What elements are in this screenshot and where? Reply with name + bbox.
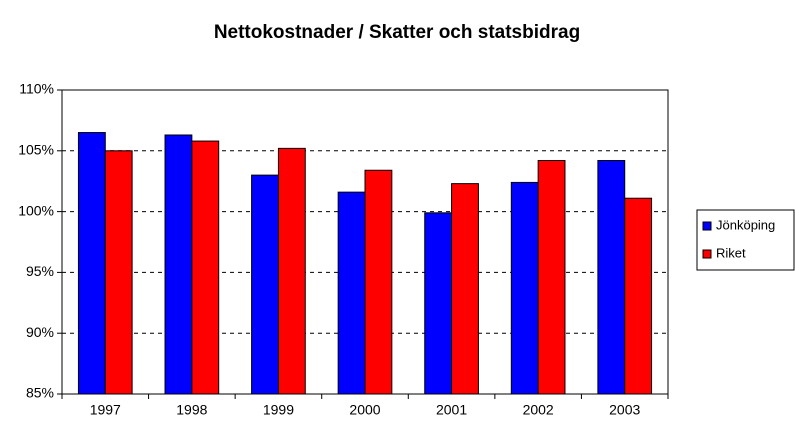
x-tick-label: 1999 (263, 402, 294, 418)
y-tick-label: 110% (19, 81, 54, 97)
legend-label: Jönköping (716, 217, 775, 232)
x-tick-label: 1997 (90, 402, 121, 418)
x-tick-label: 2003 (609, 402, 640, 418)
bar (510, 181, 539, 395)
x-tick-label: 2002 (523, 402, 554, 418)
legend-swatch (702, 249, 712, 259)
plot-border (61, 89, 669, 395)
bar (164, 134, 193, 395)
y-tick-label: 95% (26, 263, 54, 279)
bar (77, 132, 106, 395)
bar (277, 147, 306, 395)
legend-box (696, 209, 795, 271)
bar (451, 183, 479, 395)
chart-title: Nettokostnader / Skatter och statsbidrag (214, 22, 580, 43)
bar (597, 160, 626, 395)
bar (337, 191, 366, 395)
bar (191, 140, 220, 395)
legend-swatch (702, 221, 712, 231)
y-tick-label: 85% (26, 385, 54, 401)
bar (364, 169, 393, 395)
bar (424, 212, 453, 395)
bar (251, 174, 279, 395)
bar (624, 197, 653, 395)
bar (104, 150, 133, 395)
y-tick-label: 90% (26, 324, 54, 340)
y-tick-label: 105% (18, 142, 54, 158)
x-tick-label: 1998 (176, 402, 207, 418)
x-tick-label: 2001 (436, 402, 467, 418)
x-tick-label: 2000 (349, 402, 380, 418)
legend-label: Riket (716, 245, 746, 260)
y-tick-label: 100% (18, 202, 54, 218)
bar (537, 160, 566, 395)
